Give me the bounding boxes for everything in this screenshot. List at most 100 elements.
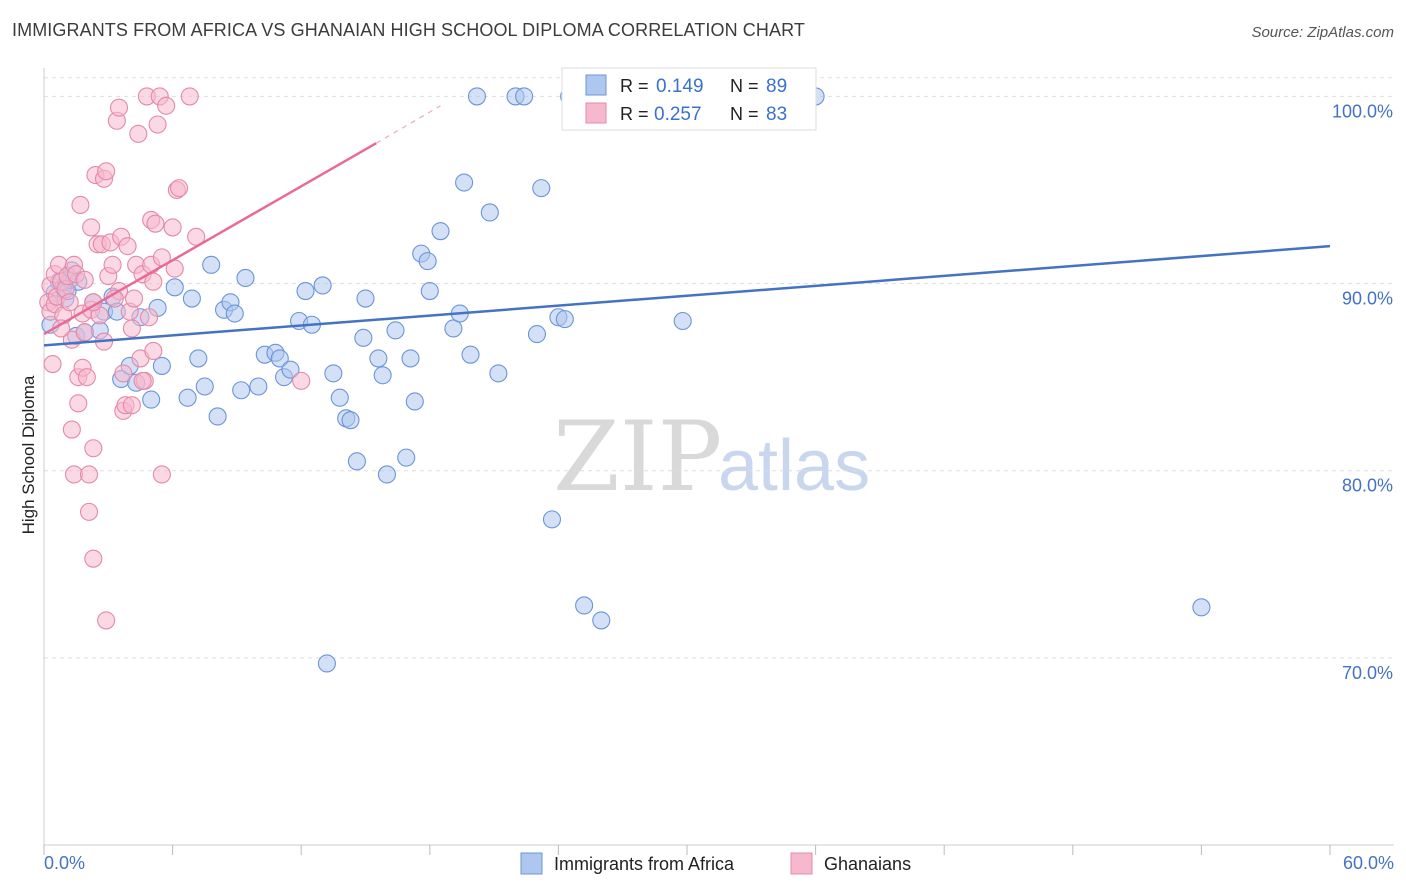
point-ghanaians <box>152 465 171 484</box>
point-africa <box>189 349 208 368</box>
point-ghanaians <box>157 96 176 115</box>
legend-blue-r-label: R = <box>620 76 649 96</box>
point-africa <box>405 392 424 411</box>
point-africa <box>317 654 336 673</box>
point-africa <box>386 321 405 340</box>
point-africa <box>1192 598 1211 617</box>
point-ghanaians <box>139 308 159 327</box>
gridlines <box>44 77 1394 659</box>
point-africa <box>236 268 255 288</box>
point-africa <box>249 377 268 396</box>
point-ghanaians <box>84 439 103 458</box>
point-africa <box>575 596 594 615</box>
point-ghanaians <box>77 368 96 387</box>
point-africa <box>142 390 161 409</box>
point-africa <box>270 349 289 368</box>
point-ghanaians <box>103 255 122 274</box>
series-immigrants-from-africa <box>41 87 1211 673</box>
point-ghanaians <box>71 195 90 215</box>
point-africa <box>467 87 487 106</box>
point-africa <box>592 611 611 630</box>
point-africa <box>455 173 474 192</box>
chart-title: IMMIGRANTS FROM AFRICA VS GHANAIAN HIGH … <box>12 20 805 40</box>
point-ghanaians <box>114 364 133 383</box>
trend-lines <box>43 105 1331 347</box>
point-ghanaians <box>163 218 182 237</box>
series-legend-label-africa: Immigrants from Africa <box>554 854 735 874</box>
y-tick-labels: 70.0% 80.0% 90.0% 100.0% <box>1332 101 1393 682</box>
series-ghanaians <box>39 87 311 630</box>
x-tick-label-min: 0.0% <box>44 853 85 873</box>
y-tick-label: 90.0% <box>1342 289 1393 309</box>
source-label: Source: ZipAtlas.com <box>1251 24 1394 41</box>
point-ghanaians <box>144 341 163 360</box>
point-africa <box>397 448 416 467</box>
point-africa <box>225 304 244 323</box>
point-africa <box>354 328 373 347</box>
point-ghanaians <box>97 162 116 181</box>
point-ghanaians <box>124 289 144 308</box>
series-legend-swatch-ghanaians <box>790 852 813 875</box>
y-tick-label: 70.0% <box>1342 663 1393 683</box>
point-africa <box>195 377 214 396</box>
stats-legend: R = 0.149 N = 89 R = 0.257 N = 83 <box>561 67 817 131</box>
point-ghanaians <box>129 124 148 143</box>
point-ghanaians <box>82 218 101 237</box>
point-africa <box>182 289 201 308</box>
point-africa <box>377 465 396 484</box>
point-africa <box>347 452 366 471</box>
legend-swatch-pink <box>585 102 607 124</box>
point-ghanaians <box>144 272 163 291</box>
series-legend-swatch-africa <box>520 852 543 875</box>
legend-pink-r-value: 0.257 <box>654 104 702 125</box>
watermark-atlas: atlas <box>718 426 870 506</box>
trend-line-ghanaians <box>43 142 377 336</box>
legend-blue-n-label: N = <box>730 76 759 96</box>
point-ghanaians <box>69 394 88 413</box>
point-africa <box>202 255 221 274</box>
legend-blue-n-value: 89 <box>766 76 787 97</box>
point-ghanaians <box>146 214 165 233</box>
point-ghanaians <box>292 371 311 390</box>
point-africa <box>369 349 388 368</box>
point-africa <box>341 411 360 430</box>
point-africa <box>489 364 508 383</box>
point-africa <box>373 366 392 385</box>
x-ticks <box>43 845 1331 855</box>
point-africa <box>232 381 251 400</box>
watermark-zip: ZIP <box>553 401 722 513</box>
point-africa <box>356 289 375 308</box>
legend-pink-r-label: R = <box>620 104 649 124</box>
point-africa <box>296 282 315 301</box>
y-tick-label: 80.0% <box>1342 476 1393 496</box>
point-africa <box>515 87 534 106</box>
point-ghanaians <box>118 237 137 256</box>
trend-line-ghanaians-extension <box>375 105 441 144</box>
point-africa <box>532 179 551 198</box>
point-ghanaians <box>79 502 99 521</box>
legend-swatch-blue <box>585 74 607 96</box>
point-ghanaians <box>84 549 103 568</box>
series-legend-label-ghanaians: Ghanaians <box>824 854 911 874</box>
point-ghanaians <box>97 611 116 630</box>
point-africa <box>178 388 197 407</box>
legend-pink-n-value: 83 <box>766 104 787 125</box>
legend-pink-n-label: N = <box>730 104 759 124</box>
point-ghanaians <box>64 465 84 484</box>
point-africa <box>324 364 343 383</box>
axes <box>43 68 1394 846</box>
point-africa <box>418 252 437 271</box>
y-axis-label: High School Diploma <box>19 375 38 534</box>
point-africa <box>527 325 547 344</box>
point-ghanaians <box>43 354 62 374</box>
point-africa <box>152 356 171 375</box>
point-africa <box>330 388 349 407</box>
point-africa <box>281 360 300 379</box>
point-ghanaians <box>148 115 167 134</box>
point-ghanaians <box>109 98 129 117</box>
point-africa <box>673 311 692 331</box>
series-legend: Immigrants from Africa Ghanaians <box>520 852 911 875</box>
point-africa <box>461 345 480 364</box>
point-africa <box>401 349 420 368</box>
